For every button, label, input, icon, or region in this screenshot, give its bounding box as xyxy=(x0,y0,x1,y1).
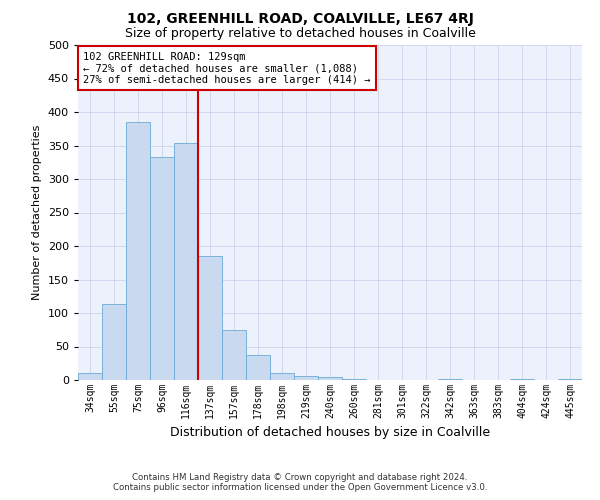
Text: 102, GREENHILL ROAD, COALVILLE, LE67 4RJ: 102, GREENHILL ROAD, COALVILLE, LE67 4RJ xyxy=(127,12,473,26)
Y-axis label: Number of detached properties: Number of detached properties xyxy=(32,125,42,300)
Text: Size of property relative to detached houses in Coalville: Size of property relative to detached ho… xyxy=(125,28,475,40)
Bar xyxy=(78,374,102,380)
X-axis label: Distribution of detached houses by size in Coalville: Distribution of detached houses by size … xyxy=(170,426,490,440)
Bar xyxy=(558,378,582,380)
Bar xyxy=(510,378,534,380)
Bar xyxy=(294,376,318,380)
Bar xyxy=(102,304,126,380)
Bar xyxy=(126,122,150,380)
Bar xyxy=(198,256,222,380)
Bar xyxy=(222,330,246,380)
Bar xyxy=(246,355,270,380)
Text: Contains HM Land Registry data © Crown copyright and database right 2024.
Contai: Contains HM Land Registry data © Crown c… xyxy=(113,473,487,492)
Bar xyxy=(150,157,174,380)
Bar xyxy=(438,378,462,380)
Bar xyxy=(270,374,294,380)
Text: 102 GREENHILL ROAD: 129sqm
← 72% of detached houses are smaller (1,088)
27% of s: 102 GREENHILL ROAD: 129sqm ← 72% of deta… xyxy=(83,52,371,85)
Bar xyxy=(318,376,342,380)
Bar xyxy=(174,144,198,380)
